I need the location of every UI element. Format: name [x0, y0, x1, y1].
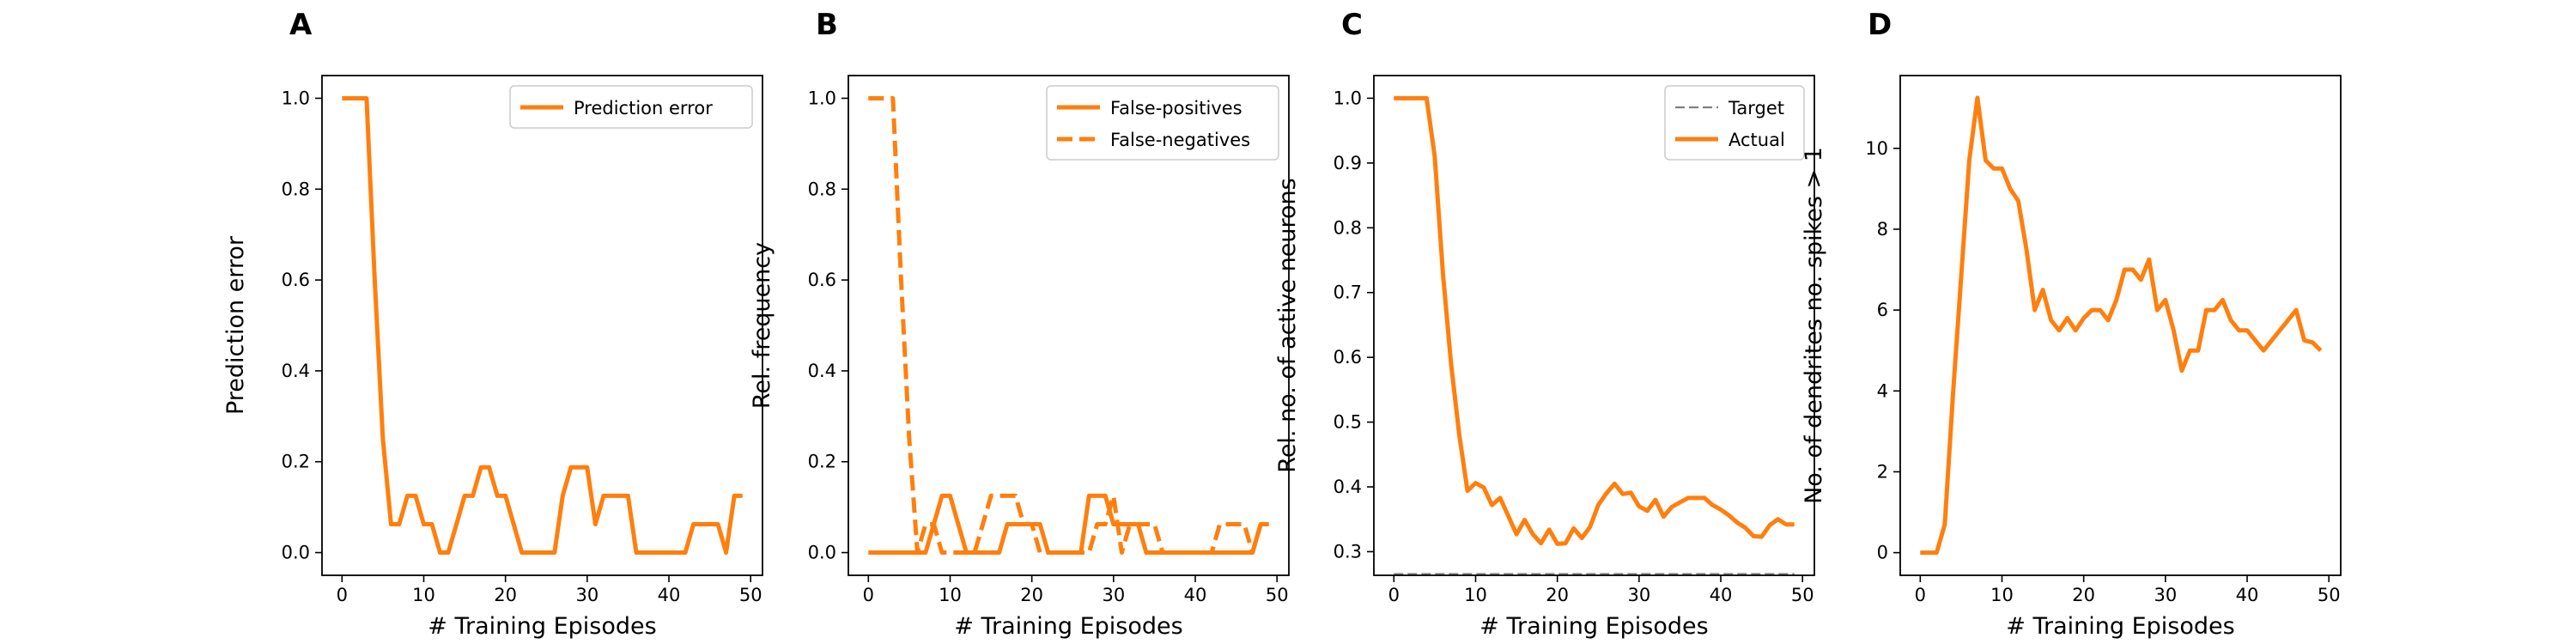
x-tick-label: 0: [1388, 585, 1400, 605]
y-tick-label: 0.6: [1334, 347, 1362, 368]
legend-label: Actual: [1728, 130, 1785, 150]
x-tick-label: 50: [1266, 585, 1289, 605]
panel-label: A: [289, 8, 313, 42]
x-tick-label: 30: [1627, 585, 1650, 605]
x-tick-label: 10: [1990, 585, 2014, 605]
y-tick-label: 4: [1877, 380, 1888, 401]
y-tick-label: 0.6: [282, 270, 310, 290]
series-line-false-negatives: [868, 96, 1269, 555]
y-tick-label: 0.8: [808, 179, 836, 199]
y-tick-label: 0.4: [808, 361, 836, 381]
legend-label: Prediction error: [574, 98, 713, 118]
x-tick-label: 50: [2318, 585, 2341, 605]
series-line-false-positives: [868, 493, 1269, 555]
x-tick-label: 20: [1546, 585, 1569, 605]
y-tick-label: 0.6: [808, 270, 836, 290]
panel-a: A 0 10 20 30 40 50 0.0 0.2 0.4 0.6 0.8 1.0 # Training…: [222, 8, 763, 640]
x-tick-label: 40: [2236, 585, 2259, 605]
panel-label: C: [1341, 8, 1363, 42]
y-tick-label: 1.0: [1334, 88, 1362, 108]
x-tick-label: 10: [412, 585, 435, 605]
plot-frame: [321, 75, 763, 576]
panel-c: C 0 10 20 30 40 50 0.3 0.4 0.5 0.6 0.7 0.8 0.9 1.0 # Tr…: [1274, 8, 1815, 640]
y-tick-label: 1.0: [282, 88, 310, 108]
y-tick-label: 0.5: [1334, 412, 1362, 433]
y-tick-label: 0.4: [282, 361, 310, 381]
x-tick-label: 20: [2072, 585, 2095, 605]
plot-frame: [1899, 75, 2342, 576]
x-tick-label: 30: [2154, 585, 2177, 605]
x-tick-label: 0: [1915, 585, 1926, 605]
x-tick-label: 40: [658, 585, 681, 605]
x-tick-label: 20: [494, 585, 517, 605]
x-tick-label: 10: [939, 585, 962, 605]
y-tick-label: 0.7: [1334, 283, 1362, 303]
plot-frame: [848, 75, 1290, 576]
y-tick-label: 0.0: [808, 543, 836, 563]
y-tick-label: 8: [1877, 219, 1888, 240]
y-tick-label: 0.3: [1334, 541, 1362, 562]
panel-label: D: [1868, 8, 1892, 42]
y-axis-label: No. of dendrites no. spikes > 1: [1801, 147, 1827, 504]
plot-frame: [1373, 75, 1815, 576]
y-tick-label: 0.2: [808, 452, 836, 472]
y-tick-label: 0.4: [1334, 477, 1362, 497]
x-tick-label: 10: [1464, 585, 1487, 605]
x-tick-label: 0: [863, 585, 874, 605]
y-tick-label: 0.8: [1334, 217, 1362, 238]
legend-label: False-negatives: [1110, 130, 1250, 150]
x-tick-label: 0: [337, 585, 348, 605]
y-tick-label: 10: [1865, 138, 1888, 159]
x-tick-label: 40: [1184, 585, 1207, 605]
x-tick-label: 50: [739, 585, 762, 605]
legend-box: [1046, 85, 1279, 161]
x-tick-label: 30: [1102, 585, 1125, 605]
legend-label: Target: [1728, 98, 1784, 118]
legend-label: False-positives: [1110, 98, 1242, 118]
x-axis-label: # Training Episodes: [954, 613, 1182, 640]
series-line-prediction-error: [342, 96, 743, 555]
y-tick-label: 0: [1877, 543, 1888, 563]
panel-d: D 0 10 20 30 40 50 0 2 4 6 8 10 # Training Episodes No…: [1801, 8, 2342, 640]
y-tick-label: 0.0: [282, 543, 310, 563]
panel-b: B 0 10 20 30 40 50 0.0 0.2 0.4 0.6 0.8 1.0 # Training…: [749, 8, 1290, 640]
x-axis-label: # Training Episodes: [428, 613, 656, 640]
y-axis-label: Rel. no. of active neurons: [1274, 178, 1301, 472]
y-axis-label: Rel. frequency: [749, 242, 775, 409]
x-tick-label: 40: [1710, 585, 1733, 605]
y-tick-label: 0.9: [1334, 153, 1362, 173]
panel-label: B: [816, 8, 838, 42]
y-tick-label: 6: [1877, 300, 1888, 320]
y-axis-label: Prediction error: [222, 235, 249, 415]
x-tick-label: 30: [575, 585, 598, 605]
x-tick-label: 50: [1791, 585, 1814, 605]
y-tick-label: 2: [1877, 461, 1888, 482]
series-line-actual: [1394, 95, 1795, 546]
x-axis-label: # Training Episodes: [2006, 613, 2234, 640]
x-axis-label: # Training Episodes: [1479, 613, 1708, 640]
y-tick-label: 1.0: [808, 88, 836, 108]
series-line-data: [1920, 95, 2323, 556]
y-tick-label: 0.8: [282, 179, 310, 199]
x-tick-label: 20: [1020, 585, 1043, 605]
legend-box: [509, 85, 753, 129]
y-tick-label: 0.2: [282, 452, 310, 472]
